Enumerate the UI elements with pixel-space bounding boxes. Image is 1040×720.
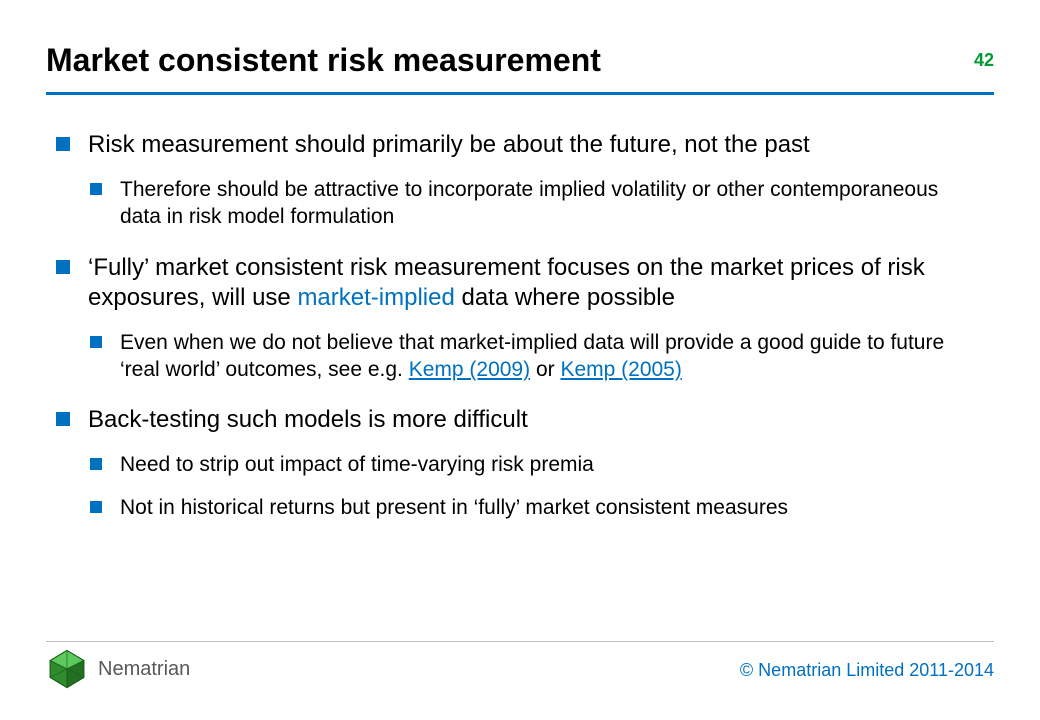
bullet-3-sub-1-text: Need to strip out impact of time-varying… xyxy=(120,453,594,476)
bullet-2: ‘Fully’ market consistent risk measureme… xyxy=(56,253,984,313)
footer-brand: Nematrian xyxy=(98,658,190,681)
nematrian-logo-icon xyxy=(46,648,88,690)
footer-copyright: © Nematrian Limited 2011-2014 xyxy=(740,660,994,681)
bullet-2-sub-1: Even when we do not believe that market-… xyxy=(90,329,984,384)
bullet-1-text: Risk measurement should primarily be abo… xyxy=(88,131,810,158)
page-number: 42 xyxy=(974,50,994,71)
square-bullet-icon xyxy=(90,458,102,470)
bullet-3-sub-2-text: Not in historical returns but present in… xyxy=(120,496,788,519)
link-kemp-2005[interactable]: Kemp (2005) xyxy=(560,358,681,381)
slide-header: Market consistent risk measurement xyxy=(46,42,994,79)
square-bullet-icon xyxy=(90,501,102,513)
slide-body: Risk measurement should primarily be abo… xyxy=(56,130,984,538)
bullet-2-highlight: market-implied xyxy=(297,284,454,311)
bullet-1-sub-1: Therefore should be attractive to incorp… xyxy=(90,176,984,231)
bullet-3-sub-2: Not in historical returns but present in… xyxy=(90,494,984,521)
slide-footer: Nematrian © Nematrian Limited 2011-2014 xyxy=(46,648,994,694)
square-bullet-icon xyxy=(90,183,102,195)
square-bullet-icon xyxy=(56,412,70,426)
slide-title: Market consistent risk measurement xyxy=(46,42,994,79)
slide: Market consistent risk measurement 42 Ri… xyxy=(0,0,1040,720)
bullet-3-text: Back-testing such models is more difficu… xyxy=(88,406,528,433)
square-bullet-icon xyxy=(56,137,70,151)
bullet-2-sub-1-mid: or xyxy=(530,358,560,381)
bullet-3-sub-1: Need to strip out impact of time-varying… xyxy=(90,451,984,478)
bullet-3: Back-testing such models is more difficu… xyxy=(56,405,984,435)
bullet-1: Risk measurement should primarily be abo… xyxy=(56,130,984,160)
bullet-2-text-post: data where possible xyxy=(455,284,675,311)
title-divider xyxy=(46,92,994,95)
footer-divider xyxy=(46,641,994,642)
square-bullet-icon xyxy=(56,260,70,274)
bullet-1-sub-1-text: Therefore should be attractive to incorp… xyxy=(120,178,938,228)
link-kemp-2009[interactable]: Kemp (2009) xyxy=(409,358,530,381)
square-bullet-icon xyxy=(90,336,102,348)
